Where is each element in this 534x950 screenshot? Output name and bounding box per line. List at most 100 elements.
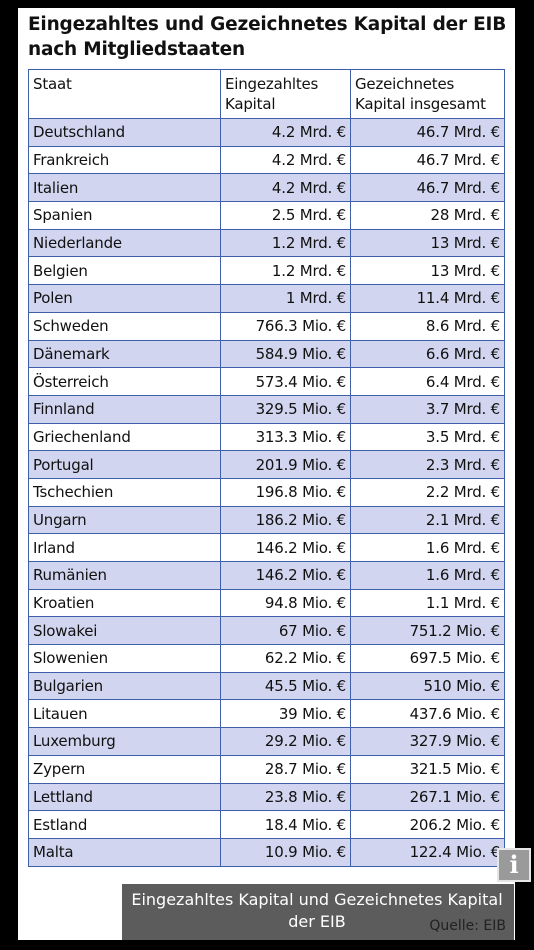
cell-gezeichnetes-kapital: 2.1 Mrd. € bbox=[350, 505, 505, 535]
cell-staat: Belgien bbox=[28, 256, 221, 286]
cell-eingezahltes-kapital: 94.8 Mio. € bbox=[220, 588, 351, 618]
cell-gezeichnetes-kapital: 321.5 Mio. € bbox=[350, 754, 505, 784]
cell-staat: Ungarn bbox=[28, 505, 221, 535]
cell-eingezahltes-kapital: 146.2 Mio. € bbox=[220, 533, 351, 562]
table-row: Dänemark 584.9 Mio. €6.6 Mrd. € bbox=[28, 339, 505, 369]
cell-gezeichnetes-kapital: 1.1 Mrd. € bbox=[350, 588, 505, 618]
cell-gezeichnetes-kapital: 46.7 Mrd. € bbox=[350, 145, 505, 175]
table-row: Griechenland 313.3 Mio. €3.5 Mrd. € bbox=[28, 422, 505, 452]
cell-gezeichnetes-kapital: 510 Mio. € bbox=[350, 671, 505, 701]
cell-staat: Zypern bbox=[28, 754, 221, 784]
header-staat: Staat bbox=[28, 69, 221, 119]
table-row: Malta 10.9 Mio. €122.4 Mio. € bbox=[28, 837, 505, 867]
cell-staat: Niederlande bbox=[28, 228, 221, 258]
cell-eingezahltes-kapital: 313.3 Mio. € bbox=[220, 422, 351, 452]
table-row: Bulgarien 45.5 Mio. €510 Mio. € bbox=[28, 671, 505, 701]
table-row: Luxemburg 29.2 Mio. €327.9 Mio. € bbox=[28, 727, 505, 756]
cell-gezeichnetes-kapital: 13 Mrd. € bbox=[350, 256, 505, 286]
cell-gezeichnetes-kapital: 8.6 Mrd. € bbox=[350, 311, 505, 341]
header-eingezahltes-kapital: Eingezahltes Kapital bbox=[220, 69, 351, 119]
cell-staat: Griechenland bbox=[28, 422, 221, 452]
cell-eingezahltes-kapital: 1 Mrd. € bbox=[220, 284, 351, 313]
table-row: Kroatien 94.8 Mio. €1.1 Mrd. € bbox=[28, 588, 505, 618]
cell-gezeichnetes-kapital: 1.6 Mrd. € bbox=[350, 533, 505, 562]
table-row: Deutschland 4.2 Mrd. €46.7 Mrd. € bbox=[28, 118, 505, 147]
cell-staat: Bulgarien bbox=[28, 671, 221, 701]
cell-gezeichnetes-kapital: 2.2 Mrd. € bbox=[350, 477, 505, 507]
table-row: Rumänien 146.2 Mio. €1.6 Mrd. € bbox=[28, 561, 505, 590]
cell-eingezahltes-kapital: 4.2 Mrd. € bbox=[220, 145, 351, 175]
cell-eingezahltes-kapital: 1.2 Mrd. € bbox=[220, 228, 351, 258]
cell-staat: Spanien bbox=[28, 201, 221, 230]
cell-staat: Portugal bbox=[28, 450, 221, 479]
image-caption: Eingezahltes Kapital und Gezeichnetes Ka… bbox=[122, 884, 514, 940]
cell-gezeichnetes-kapital: 46.7 Mrd. € bbox=[350, 173, 505, 203]
cell-staat: Italien bbox=[28, 173, 221, 203]
cell-eingezahltes-kapital: 23.8 Mio. € bbox=[220, 782, 351, 812]
cell-gezeichnetes-kapital: 46.7 Mrd. € bbox=[350, 118, 505, 147]
cell-gezeichnetes-kapital: 437.6 Mio. € bbox=[350, 699, 505, 729]
table-row: Spanien 2.5 Mrd. €28 Mrd. € bbox=[28, 201, 505, 230]
cell-gezeichnetes-kapital: 327.9 Mio. € bbox=[350, 727, 505, 756]
cell-staat: Slowakei bbox=[28, 616, 221, 646]
table-row: Portugal 201.9 Mio. €2.3 Mrd. € bbox=[28, 450, 505, 479]
table-header-row: Staat Eingezahltes Kapital Gezeichnetes … bbox=[28, 69, 505, 119]
cell-eingezahltes-kapital: 4.2 Mrd. € bbox=[220, 173, 351, 203]
cell-eingezahltes-kapital: 28.7 Mio. € bbox=[220, 754, 351, 784]
cell-staat: Finnland bbox=[28, 394, 221, 424]
cell-gezeichnetes-kapital: 11.4 Mrd. € bbox=[350, 284, 505, 313]
cell-staat: Österreich bbox=[28, 367, 221, 396]
cell-staat: Tschechien bbox=[28, 477, 221, 507]
cell-eingezahltes-kapital: 146.2 Mio. € bbox=[220, 561, 351, 590]
cell-eingezahltes-kapital: 18.4 Mio. € bbox=[220, 810, 351, 839]
cell-gezeichnetes-kapital: 122.4 Mio. € bbox=[350, 837, 505, 867]
table-row: Irland 146.2 Mio. €1.6 Mrd. € bbox=[28, 533, 505, 562]
table-row: Litauen 39 Mio. €437.6 Mio. € bbox=[28, 699, 505, 729]
table-row: Belgien 1.2 Mrd. €13 Mrd. € bbox=[28, 256, 505, 286]
page-title: Eingezahltes und Gezeichnetes Kapital de… bbox=[28, 14, 507, 60]
cell-staat: Luxemburg bbox=[28, 727, 221, 756]
info-icon: i bbox=[509, 850, 519, 879]
table-row: Zypern 28.7 Mio. €321.5 Mio. € bbox=[28, 754, 505, 784]
cell-gezeichnetes-kapital: 6.4 Mrd. € bbox=[350, 367, 505, 396]
table-row: Polen 1 Mrd. €11.4 Mrd. € bbox=[28, 284, 505, 313]
cell-staat: Slowenien bbox=[28, 644, 221, 673]
table-row: Italien 4.2 Mrd. €46.7 Mrd. € bbox=[28, 173, 505, 203]
cell-eingezahltes-kapital: 10.9 Mio. € bbox=[220, 837, 351, 867]
cell-staat: Malta bbox=[28, 837, 221, 867]
cell-gezeichnetes-kapital: 697.5 Mio. € bbox=[350, 644, 505, 673]
cell-gezeichnetes-kapital: 13 Mrd. € bbox=[350, 228, 505, 258]
cell-staat: Deutschland bbox=[28, 118, 221, 147]
cell-staat: Rumänien bbox=[28, 561, 221, 590]
table-row: Slowakei 67 Mio. €751.2 Mio. € bbox=[28, 616, 505, 646]
cell-staat: Polen bbox=[28, 284, 221, 313]
image-viewer-page: Eingezahltes und Gezeichnetes Kapital de… bbox=[18, 8, 515, 940]
caption-text: Eingezahltes Kapital und Gezeichnetes Ka… bbox=[131, 890, 503, 931]
cell-eingezahltes-kapital: 2.5 Mrd. € bbox=[220, 201, 351, 230]
cell-staat: Lettland bbox=[28, 782, 221, 812]
table-row: Frankreich 4.2 Mrd. €46.7 Mrd. € bbox=[28, 145, 505, 175]
cell-gezeichnetes-kapital: 751.2 Mio. € bbox=[350, 616, 505, 646]
cell-staat: Frankreich bbox=[28, 145, 221, 175]
cell-eingezahltes-kapital: 4.2 Mrd. € bbox=[220, 118, 351, 147]
cell-gezeichnetes-kapital: 28 Mrd. € bbox=[350, 201, 505, 230]
cell-staat: Kroatien bbox=[28, 588, 221, 618]
cell-gezeichnetes-kapital: 3.7 Mrd. € bbox=[350, 394, 505, 424]
cell-eingezahltes-kapital: 45.5 Mio. € bbox=[220, 671, 351, 701]
cell-eingezahltes-kapital: 584.9 Mio. € bbox=[220, 339, 351, 369]
info-button[interactable]: i bbox=[497, 848, 531, 882]
table-row: Niederlande 1.2 Mrd. €13 Mrd. € bbox=[28, 228, 505, 258]
table-row: Österreich 573.4 Mio. €6.4 Mrd. € bbox=[28, 367, 505, 396]
cell-gezeichnetes-kapital: 6.6 Mrd. € bbox=[350, 339, 505, 369]
caption-source: Quelle: EIB bbox=[429, 918, 506, 934]
cell-eingezahltes-kapital: 1.2 Mrd. € bbox=[220, 256, 351, 286]
cell-eingezahltes-kapital: 201.9 Mio. € bbox=[220, 450, 351, 479]
cell-eingezahltes-kapital: 39 Mio. € bbox=[220, 699, 351, 729]
cell-gezeichnetes-kapital: 1.6 Mrd. € bbox=[350, 561, 505, 590]
cell-eingezahltes-kapital: 196.8 Mio. € bbox=[220, 477, 351, 507]
cell-staat: Irland bbox=[28, 533, 221, 562]
capital-table: Staat Eingezahltes Kapital Gezeichnetes … bbox=[28, 69, 505, 867]
table-row: Tschechien 196.8 Mio. €2.2 Mrd. € bbox=[28, 477, 505, 507]
cell-eingezahltes-kapital: 766.3 Mio. € bbox=[220, 311, 351, 341]
cell-eingezahltes-kapital: 573.4 Mio. € bbox=[220, 367, 351, 396]
